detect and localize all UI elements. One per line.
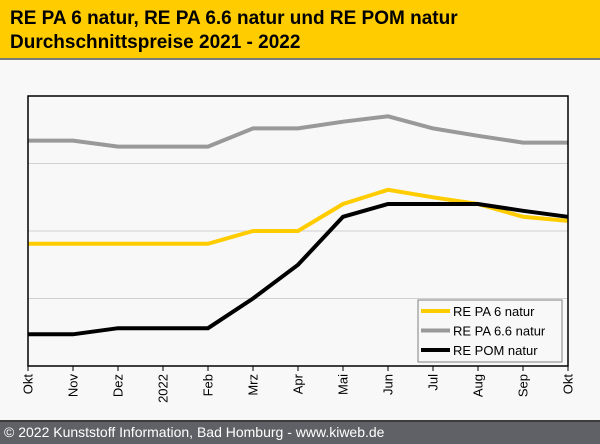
x-tick-label: 2022 bbox=[156, 374, 171, 403]
chart-title: RE PA 6 natur, RE PA 6.6 natur und RE PO… bbox=[10, 8, 458, 29]
copyright-text: © 2022 Kunststoff Information, Bad Hombu… bbox=[4, 424, 385, 440]
x-tick-label: Feb bbox=[201, 374, 216, 396]
x-tick-label: Okt bbox=[561, 374, 576, 395]
x-tick-label: Jun bbox=[381, 374, 396, 395]
x-axis: Okt Nov Dez 2022 Feb Mrz Apr Mai Jun Jul Aug Sep Okt bbox=[21, 366, 576, 403]
x-tick-label: Okt bbox=[21, 374, 36, 395]
legend: RE PA 6 natur RE PA 6.6 natur RE POM natur bbox=[417, 299, 563, 363]
line-chart: Okt Nov Dez 2022 Feb Mrz Apr Mai Jun Jul Aug Sep Okt… bbox=[21, 95, 576, 403]
x-tick-label: Nov bbox=[66, 374, 81, 398]
series-line-2 bbox=[28, 202, 569, 337]
footer: © 2022 Kunststoff Information, Bad Hombu… bbox=[0, 420, 600, 444]
x-tick-label: Aug bbox=[471, 374, 486, 397]
chart-header: RE PA 6 natur, RE PA 6.6 natur und RE PO… bbox=[0, 0, 600, 60]
x-tick-label: Mrz bbox=[246, 374, 261, 396]
chart-subtitle: Durchschnittspreise 2021 - 2022 bbox=[10, 32, 301, 53]
x-tick-label: Apr bbox=[291, 373, 306, 394]
series-line-0 bbox=[28, 187, 569, 246]
legend-label: RE POM natur bbox=[453, 343, 538, 358]
x-tick-label: Jul bbox=[426, 374, 441, 391]
x-tick-label: Mai bbox=[336, 374, 351, 395]
legend-label: RE PA 6.6 natur bbox=[453, 324, 546, 339]
series-lines bbox=[28, 114, 569, 337]
series-line-1 bbox=[28, 114, 568, 149]
x-tick-label: Dez bbox=[111, 374, 126, 397]
legend-label: RE PA 6 natur bbox=[453, 304, 535, 319]
x-tick-label: Sep bbox=[516, 374, 531, 397]
